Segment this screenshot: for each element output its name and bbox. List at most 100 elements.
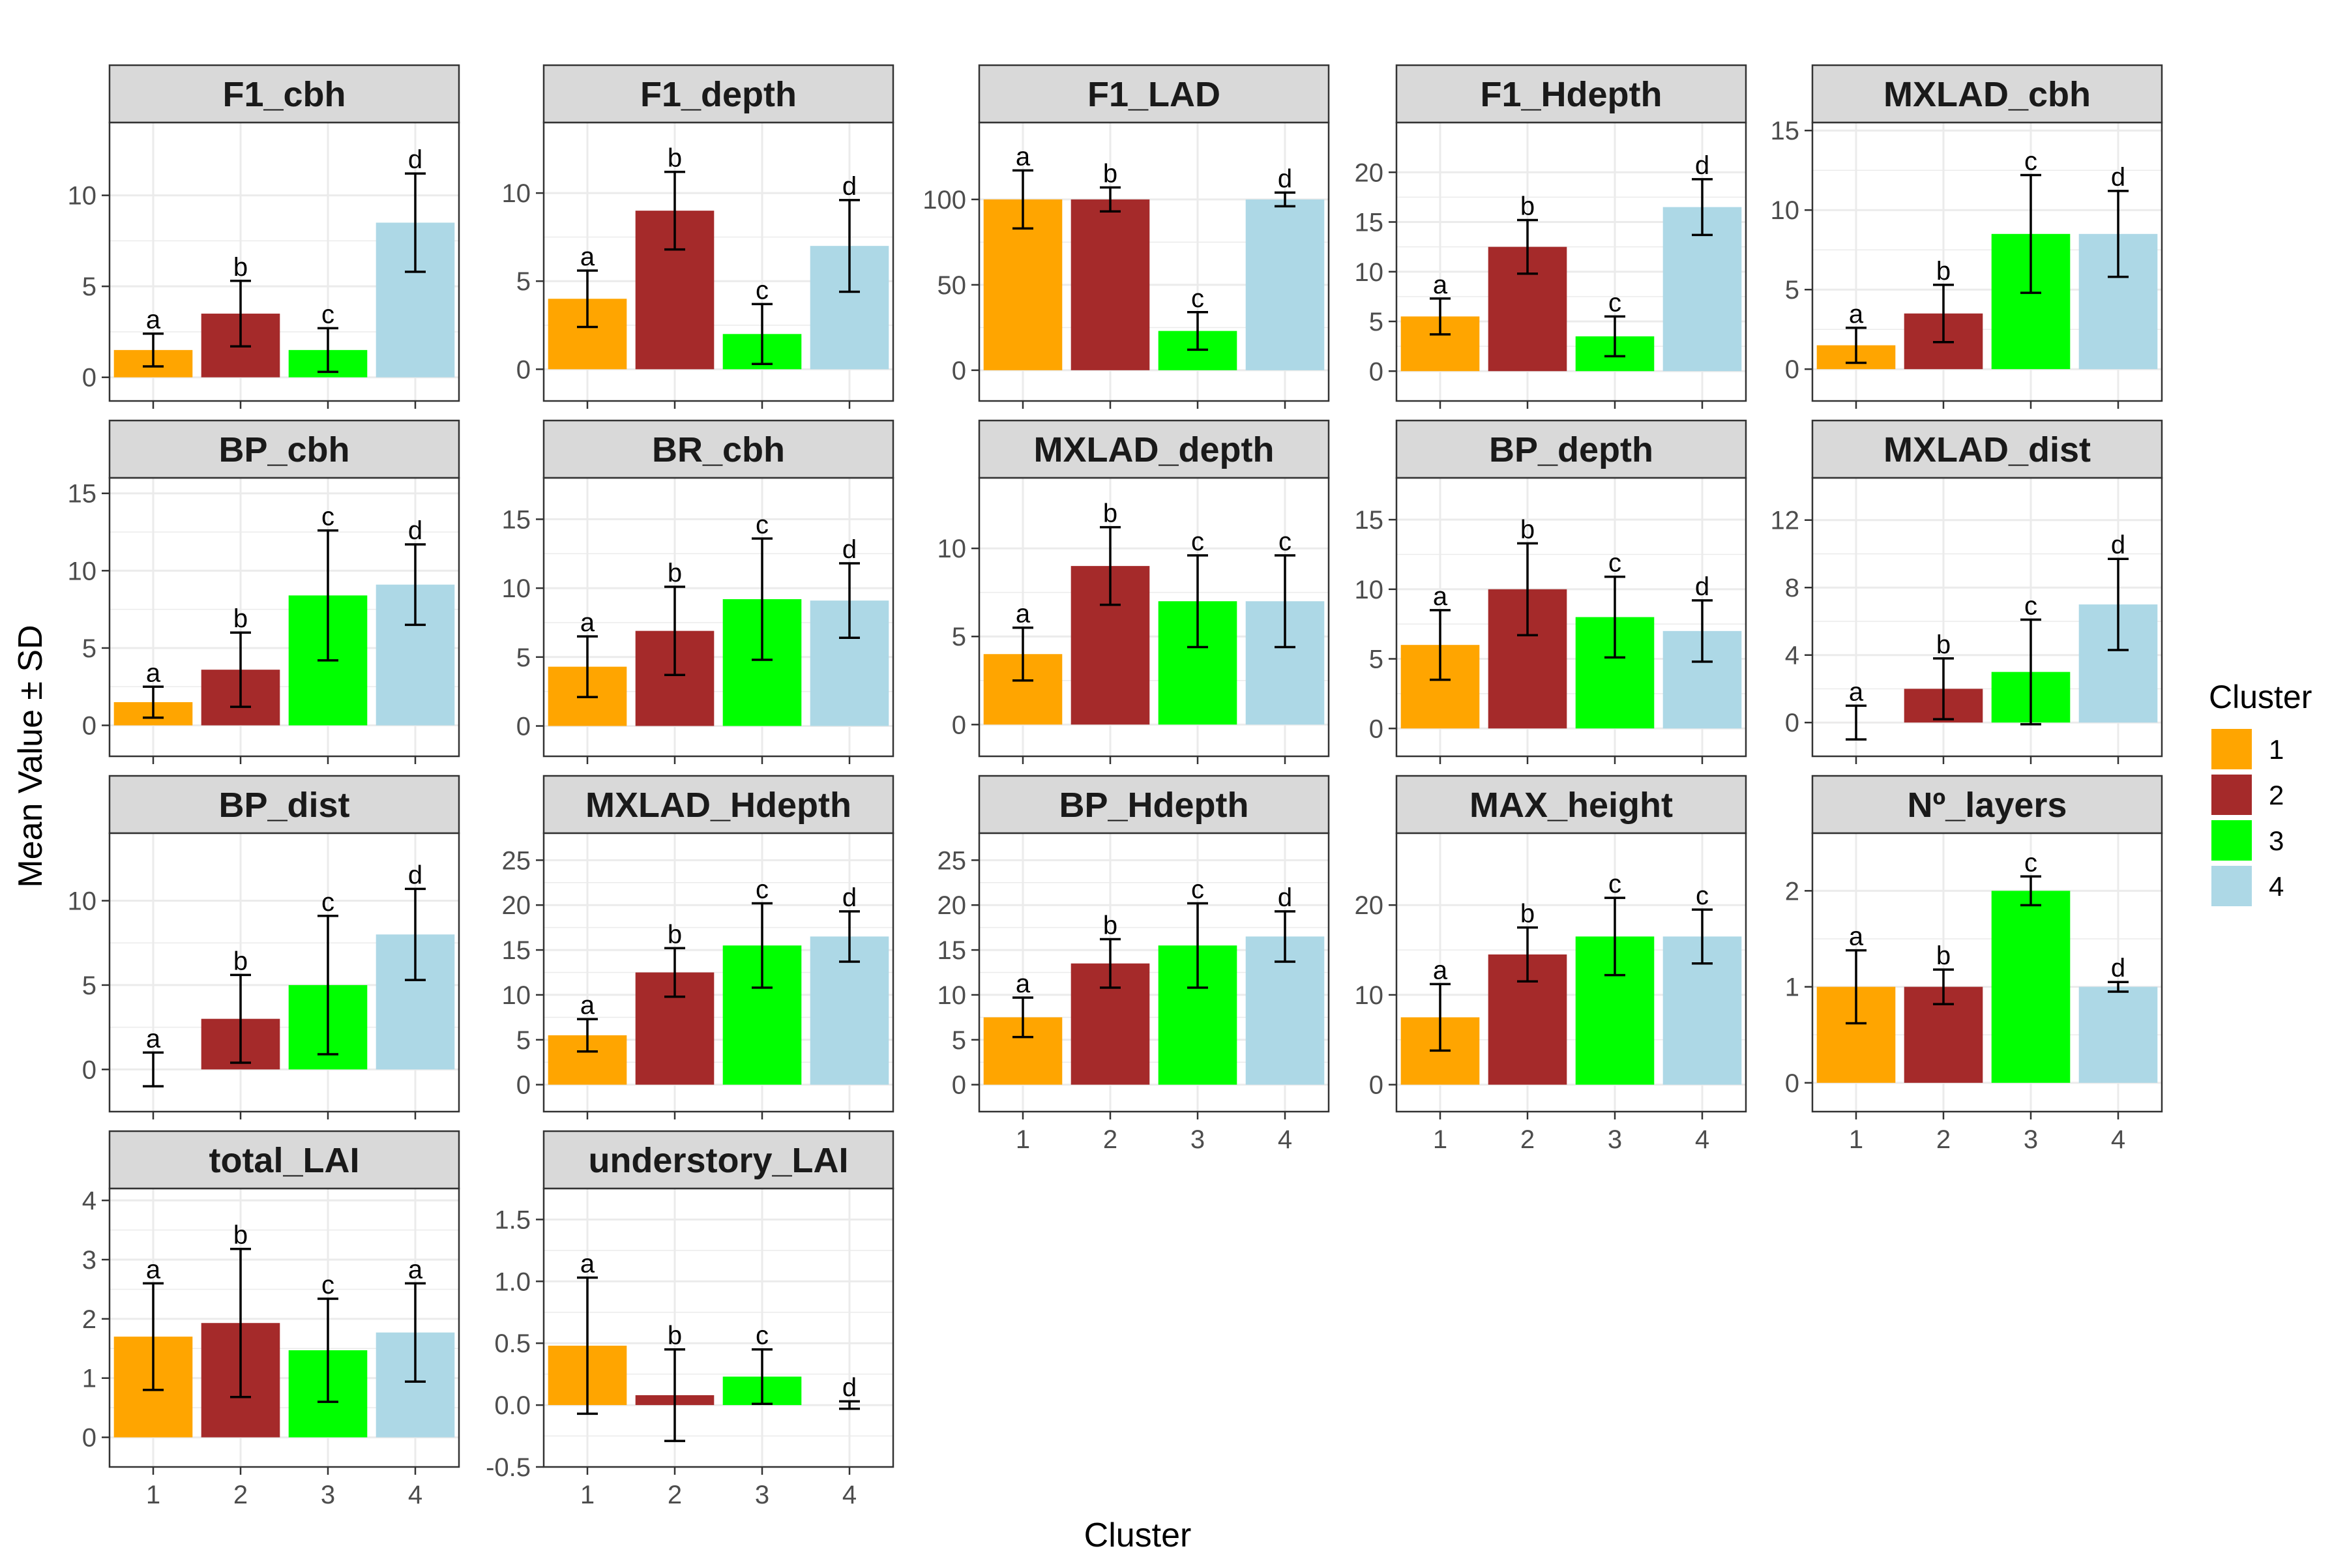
significance-letter: a [580,1250,595,1279]
significance-letter: c [321,300,334,329]
significance-letter: b [1936,941,1951,970]
x-tick-label: 2 [1103,1125,1117,1154]
x-tick-label: 4 [408,1481,422,1509]
significance-letter: c [2024,591,2037,620]
panel-title: F1_LAD [1087,75,1220,114]
significance-letter: c [1608,549,1621,578]
y-tick-label: 0 [1369,1071,1383,1100]
panel-title: understory_LAI [588,1141,848,1180]
significance-letter: a [1849,677,1864,706]
y-tick-label: 0 [1785,1069,1799,1098]
panel-title: MXLAD_Hdepth [585,786,851,825]
significance-letter: a [580,243,595,271]
significance-letter: c [321,1271,334,1299]
significance-letter: b [233,947,248,975]
significance-letter: a [1016,142,1031,171]
x-tick-label: 3 [2024,1125,2038,1154]
x-tick-label: 2 [1936,1125,1951,1154]
y-tick-label: 5 [952,623,966,651]
significance-letter: c [1191,284,1204,313]
x-tick-label: 1 [146,1481,160,1509]
x-tick-label: 4 [2111,1125,2125,1154]
bar-cluster-2 [1071,200,1150,370]
y-tick-label: 15 [1355,506,1384,535]
y-tick-label: 0 [516,1071,531,1100]
significance-letter: d [408,516,422,545]
y-tick-label: 15 [937,936,967,965]
significance-letter: b [1936,257,1951,286]
y-tick-label: 1.0 [494,1267,531,1296]
significance-letter: d [1278,883,1292,912]
bar-cluster-4 [1246,200,1325,370]
significance-letter: b [1103,911,1117,940]
y-tick-label: 15 [68,480,97,509]
y-tick-label: 2 [82,1305,96,1334]
y-tick-label: 3 [82,1246,96,1275]
y-tick-label: 25 [937,846,967,875]
x-tick-label: 4 [842,1481,857,1509]
y-tick-label: 50 [937,271,967,300]
y-tick-label: 0.5 [494,1329,531,1358]
significance-letter: c [1191,875,1204,904]
y-tick-label: 1 [1785,973,1799,1002]
significance-letter: a [1433,956,1448,984]
legend-label: 1 [2269,734,2284,765]
significance-letter: c [321,888,334,917]
panel-title: F1_cbh [222,75,346,114]
panel-title: MXLAD_cbh [1883,75,2091,114]
y-tick-label: 0 [952,1071,966,1100]
x-tick-label: 2 [668,1481,682,1509]
significance-letter: b [1520,900,1535,928]
x-tick-label: 2 [233,1481,248,1509]
y-tick-label: 10 [502,574,531,603]
significance-letter: d [1278,164,1292,193]
significance-letter: d [1695,572,1709,601]
x-axis-title: Cluster [1084,1516,1192,1554]
significance-letter: b [233,604,248,633]
significance-letter: a [408,1255,423,1284]
significance-letter: d [2111,954,2125,983]
significance-letter: c [2024,147,2037,176]
y-tick-label: 10 [502,179,531,208]
significance-letter: b [1520,192,1535,220]
y-tick-label: 4 [1785,642,1799,670]
significance-letter: c [1608,288,1621,317]
significance-letter: a [580,608,595,637]
y-tick-label: 0 [952,711,966,739]
y-tick-label: 4 [82,1187,96,1215]
y-tick-label: 10 [68,557,97,585]
significance-letter: a [1849,923,1864,951]
legend-label: 2 [2269,780,2284,810]
y-tick-label: 15 [502,936,531,965]
legend-label: 4 [2269,871,2284,902]
significance-letter: d [842,535,857,564]
y-tick-label: 0.0 [494,1391,531,1420]
significance-letter: b [668,1322,682,1350]
y-tick-label: 5 [516,1026,531,1055]
significance-letter: c [1608,870,1621,898]
y-tick-label: 10 [1771,196,1800,225]
y-tick-label: 5 [516,643,531,672]
y-tick-label: 5 [952,1026,966,1055]
panel-title: BR_cbh [652,430,785,469]
significance-letter: a [146,306,161,334]
significance-letter: d [408,861,422,889]
significance-letter: b [668,559,682,587]
y-tick-label: 10 [1355,576,1384,604]
significance-letter: d [842,172,857,201]
significance-letter: b [1936,630,1951,659]
x-tick-label: 4 [1278,1125,1292,1154]
significance-letter: b [668,144,682,173]
y-tick-label: 5 [82,634,96,663]
significance-letter: d [2111,531,2125,559]
significance-letter: c [1278,527,1292,556]
y-tick-label: 15 [502,505,531,534]
x-tick-label: 3 [321,1481,335,1509]
